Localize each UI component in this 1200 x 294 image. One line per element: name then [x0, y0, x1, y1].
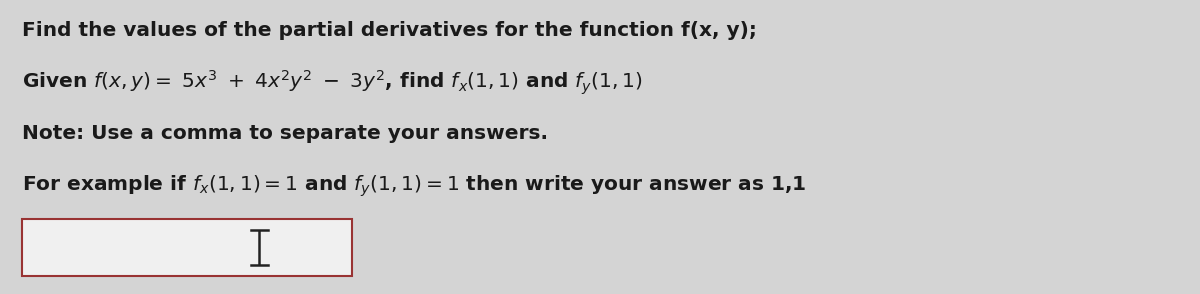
Text: Find the values of the partial derivatives for the function f(x, y);: Find the values of the partial derivativ… — [22, 21, 756, 40]
FancyBboxPatch shape — [22, 219, 352, 276]
Text: Note: Use a comma to separate your answers.: Note: Use a comma to separate your answe… — [22, 124, 547, 143]
Text: For example if $f_x(1, 1) = 1$ and $f_y(1, 1) = 1$ then write your answer as 1,1: For example if $f_x(1, 1) = 1$ and $f_y(… — [22, 174, 806, 199]
Text: Given $f(x, y) = \ 5x^3 \ + \ 4x^2y^2 \ - \ 3y^2$, find $f_x(1, 1)$ and $f_y(1, : Given $f(x, y) = \ 5x^3 \ + \ 4x^2y^2 \ … — [22, 68, 642, 96]
